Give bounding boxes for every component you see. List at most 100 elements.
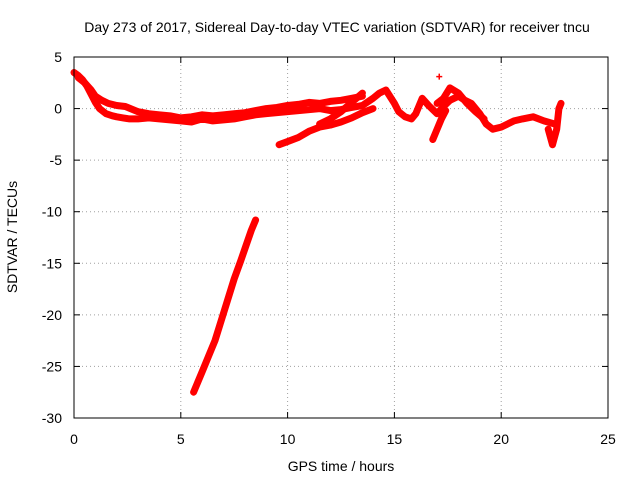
data-point — [327, 98, 334, 105]
data-point — [109, 112, 116, 119]
data-point — [498, 124, 505, 131]
data-point — [327, 107, 334, 114]
plot-frame — [73, 56, 609, 419]
data-point — [370, 105, 377, 112]
data-point — [126, 115, 133, 122]
data-point — [218, 317, 225, 324]
data-point — [305, 128, 312, 135]
data-point — [359, 102, 366, 109]
x-tick-label: 5 — [177, 431, 185, 447]
data-point — [113, 113, 120, 120]
data-point — [284, 108, 291, 115]
data-point — [395, 108, 402, 115]
series-8 — [436, 73, 443, 80]
x-tick-label: 15 — [387, 431, 403, 447]
data-point — [244, 239, 251, 246]
data-point — [316, 121, 323, 128]
data-point — [558, 100, 565, 107]
data-point — [145, 110, 152, 117]
data-point — [199, 111, 206, 118]
y-tick-label: -25 — [42, 358, 62, 374]
data-point — [122, 103, 129, 110]
series-5 — [433, 84, 488, 123]
data-point — [408, 115, 415, 122]
axis-ticks: 0 5 10 15 20 25 5 0 -5 -10 -15 -20 -25 -30 — [42, 49, 616, 447]
data-point — [483, 121, 490, 128]
series-7 — [190, 216, 260, 396]
data-point — [237, 258, 244, 265]
data-point — [305, 99, 312, 106]
data-point — [92, 99, 99, 106]
data-point — [442, 107, 449, 114]
data-point — [252, 216, 259, 223]
data-point — [370, 95, 377, 102]
data-point — [113, 102, 120, 109]
data-point — [446, 84, 453, 91]
series-band — [275, 105, 377, 149]
data-point — [103, 110, 110, 117]
data-point — [248, 227, 255, 234]
data-point — [305, 106, 312, 113]
data-point — [188, 113, 195, 120]
data-point — [231, 275, 238, 282]
data-point — [419, 95, 426, 102]
series-3 — [316, 89, 366, 128]
data-point — [348, 99, 355, 106]
x-tick-label: 20 — [493, 431, 509, 447]
data-point — [284, 102, 291, 109]
data-point — [545, 126, 552, 133]
chart-title: Day 273 of 2017, Sidereal Day-to-day VTE… — [84, 19, 590, 35]
x-tick-label: 10 — [280, 431, 296, 447]
data-point — [511, 117, 518, 124]
data-point — [359, 90, 366, 97]
series-4 — [429, 107, 450, 143]
data-point — [553, 126, 560, 133]
x-tick-label: 25 — [600, 431, 616, 447]
data-point — [434, 100, 441, 107]
data-point — [327, 115, 334, 122]
data-point — [540, 117, 547, 124]
data-point — [481, 115, 488, 122]
data-point — [105, 100, 112, 107]
data-point — [359, 109, 366, 116]
data-point — [88, 87, 95, 94]
data-point — [425, 102, 432, 109]
data-point — [555, 105, 562, 112]
data-point — [284, 138, 291, 145]
data-point — [530, 113, 537, 120]
data-point — [211, 337, 218, 344]
data-point — [252, 107, 259, 114]
data-point — [273, 104, 280, 111]
data-point — [81, 79, 88, 86]
y-tick-label: -5 — [50, 152, 63, 168]
data-point — [295, 101, 302, 108]
data-point — [194, 378, 201, 385]
data-point — [338, 118, 344, 125]
data-point — [434, 110, 441, 117]
data-point — [205, 353, 212, 360]
y-axis-label: SDTVAR / TECUs — [4, 181, 20, 293]
y-tick-label: -20 — [42, 307, 62, 323]
data-point — [338, 97, 344, 104]
series-6 — [544, 99, 565, 149]
data-point — [220, 111, 227, 118]
data-point — [338, 108, 344, 115]
x-tick-label: 0 — [70, 431, 78, 447]
data-point — [120, 114, 127, 121]
data-point — [436, 73, 443, 80]
data-point — [327, 122, 334, 129]
data-point — [489, 126, 496, 133]
data-point — [98, 97, 105, 104]
data-point — [440, 95, 447, 102]
grid — [74, 57, 608, 418]
data-point — [519, 115, 526, 122]
data-point — [464, 100, 471, 107]
data-point — [295, 107, 302, 114]
data-point — [92, 93, 99, 100]
data-point — [348, 114, 355, 121]
data-point — [263, 105, 270, 112]
y-tick-label: 0 — [54, 101, 62, 117]
data-point — [316, 100, 323, 107]
y-tick-label: -15 — [42, 255, 62, 271]
data-point — [156, 111, 163, 118]
